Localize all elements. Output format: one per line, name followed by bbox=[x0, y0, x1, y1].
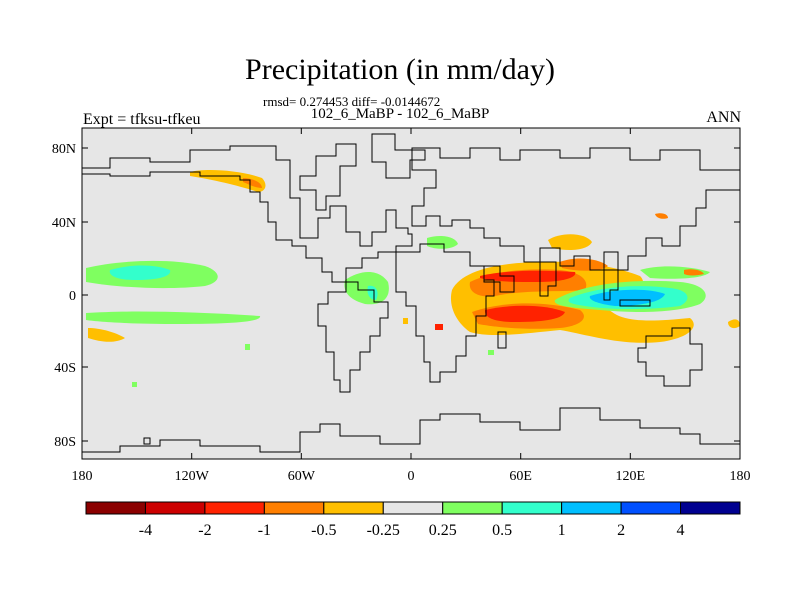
colorbar-label: -2 bbox=[198, 522, 211, 539]
colorbar-box bbox=[680, 501, 741, 515]
lon-tick-label: 120W bbox=[175, 469, 210, 484]
lat-tick-label: 0 bbox=[69, 289, 76, 304]
colorbar-box bbox=[382, 501, 444, 515]
colorbar-box bbox=[204, 501, 265, 515]
lon-tick-label: 120E bbox=[616, 469, 646, 484]
season-label: ANN bbox=[706, 109, 741, 126]
chart-title: Precipitation (in mm/day) bbox=[245, 53, 555, 86]
colorbar-label: -4 bbox=[139, 522, 152, 539]
lon-tick-label: 60E bbox=[509, 469, 532, 484]
colorbar-box bbox=[442, 501, 503, 515]
anomaly-fields bbox=[86, 170, 740, 387]
colorbar-box bbox=[620, 501, 682, 515]
lat-axis bbox=[82, 147, 740, 442]
lat-tick-label: 80S bbox=[54, 435, 76, 450]
colorbar-box bbox=[561, 501, 622, 515]
colorbar-box bbox=[501, 501, 563, 515]
colorbar-box bbox=[85, 501, 146, 515]
lon-tick-label: 0 bbox=[408, 469, 415, 484]
lat-tick-label: 80N bbox=[52, 142, 76, 157]
chart-subtitle: 102_6_MaBP - 102_6_MaBP bbox=[310, 106, 490, 122]
colorbar: -4 -2 -1 -0.5 -0.25 0.25 0.5 1 2 4 bbox=[85, 501, 741, 539]
coastlines bbox=[82, 133, 741, 453]
lon-tick-label: 180 bbox=[730, 469, 751, 484]
colorbar-label: -0.5 bbox=[311, 522, 336, 539]
lon-axis bbox=[81, 128, 741, 459]
colorbar-label: 0.25 bbox=[429, 522, 457, 539]
colorbar-box bbox=[144, 501, 206, 515]
colorbar-label: -0.25 bbox=[367, 522, 400, 539]
colorbar-label: 1 bbox=[558, 522, 566, 539]
colorbar-label: 4 bbox=[677, 522, 685, 539]
experiment-label: Expt = tfksu-tfkeu bbox=[83, 111, 201, 128]
lon-tick-label: 60W bbox=[288, 469, 316, 484]
colorbar-box bbox=[323, 501, 384, 515]
colorbar-label: -1 bbox=[258, 522, 271, 539]
lon-tick-label: 180 bbox=[72, 469, 93, 484]
colorbar-box bbox=[263, 501, 325, 515]
lat-tick-label: 40N bbox=[52, 216, 76, 231]
colorbar-label: 0.5 bbox=[492, 522, 512, 539]
colorbar-label: 2 bbox=[617, 522, 625, 539]
lat-tick-label: 40S bbox=[54, 361, 76, 376]
stats-line: rmsd= 0.274453 diff= -0.0144672 bbox=[263, 94, 441, 109]
